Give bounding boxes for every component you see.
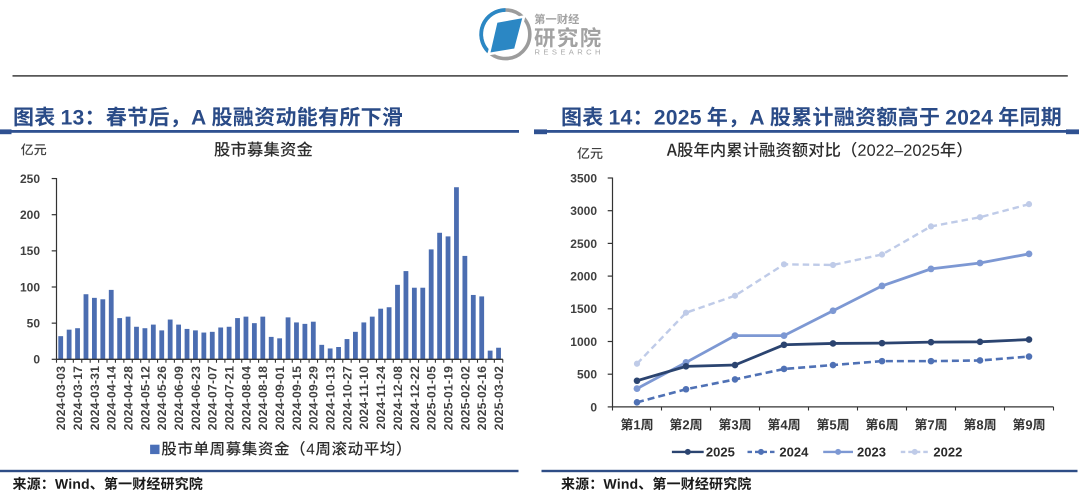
svg-text:250: 250 [20,172,40,186]
svg-text:2024-03-31: 2024-03-31 [88,366,102,430]
svg-text:2024-08-04: 2024-08-04 [239,366,253,430]
svg-text:2025-01-19: 2025-01-19 [441,366,455,430]
svg-text:2024-06-23: 2024-06-23 [189,366,203,430]
svg-text:2024-06-09: 2024-06-09 [172,366,186,430]
svg-text:50: 50 [27,317,41,331]
svg-text:3500: 3500 [570,171,597,185]
svg-text:2025: 2025 [706,445,735,460]
svg-text:2024-03-17: 2024-03-17 [71,366,85,430]
svg-text:0: 0 [33,353,40,367]
svg-text:2024-09-15: 2024-09-15 [290,366,304,430]
svg-text:2024-09-01: 2024-09-01 [273,366,287,430]
svg-text:1000: 1000 [570,335,597,349]
svg-text:2024-11-10: 2024-11-10 [357,366,371,430]
svg-text:2024-07-21: 2024-07-21 [223,366,237,430]
svg-text:200: 200 [20,208,40,222]
svg-text:2024-12-08: 2024-12-08 [391,366,405,430]
svg-text:2025-02-02: 2025-02-02 [458,366,472,430]
svg-text:2025-01-05: 2025-01-05 [425,366,439,430]
svg-text:2024-05-12: 2024-05-12 [138,366,152,430]
svg-text:2024: 2024 [779,445,809,460]
svg-text:2024-10-27: 2024-10-27 [340,366,354,430]
svg-text:2024-08-18: 2024-08-18 [256,366,270,430]
svg-text:0: 0 [590,400,597,414]
svg-text:2022: 2022 [933,445,962,460]
svg-text:2023: 2023 [857,445,886,460]
svg-text:2024-03-03: 2024-03-03 [54,366,68,430]
svg-text:2025-02-16: 2025-02-16 [475,366,489,430]
svg-text:2024-04-28: 2024-04-28 [121,366,135,430]
svg-text:2024-10-13: 2024-10-13 [324,366,338,430]
svg-text:2024-12-22: 2024-12-22 [408,366,422,430]
svg-text:2024-11-24: 2024-11-24 [374,366,388,430]
svg-text:3000: 3000 [570,204,597,218]
svg-text:2024-07-07: 2024-07-07 [206,366,220,430]
svg-text:150: 150 [20,244,40,258]
svg-text:2024-09-29: 2024-09-29 [307,366,321,430]
svg-text:RESEARCH: RESEARCH [535,48,604,57]
svg-text:2000: 2000 [570,270,597,284]
svg-text:2024-05-26: 2024-05-26 [155,366,169,430]
svg-text:2500: 2500 [570,237,597,251]
svg-text:2024-04-14: 2024-04-14 [105,366,119,430]
svg-text:100: 100 [20,280,40,294]
svg-text:1500: 1500 [570,302,597,316]
svg-text:500: 500 [577,368,597,382]
svg-text:2025-03-02: 2025-03-02 [492,366,506,430]
